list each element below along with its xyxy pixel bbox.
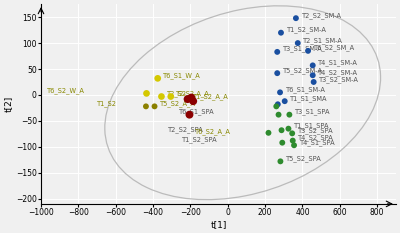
Point <box>278 31 284 34</box>
Text: T3_S2_SPA: T3_S2_SPA <box>298 127 333 134</box>
Text: T4_S2_SM-A: T4_S2_SM-A <box>318 69 358 76</box>
Point <box>143 104 149 108</box>
Text: T6_S2_A_A: T6_S2_A_A <box>195 128 231 135</box>
Point <box>273 104 280 108</box>
Text: T1_S1_SPA: T1_S1_SPA <box>294 123 330 129</box>
Text: T6_S2_SM_A: T6_S2_SM_A <box>314 45 355 51</box>
Text: T6_S2_W_A: T6_S2_W_A <box>46 87 84 94</box>
X-axis label: t[1]: t[1] <box>210 220 226 229</box>
Text: T5_S2_A_A: T5_S2_A_A <box>160 100 196 107</box>
Point <box>291 143 297 147</box>
Y-axis label: t[2]: t[2] <box>4 96 13 112</box>
Text: T3_S1_SM-A: T3_S1_SM-A <box>283 46 322 52</box>
Point <box>294 41 301 45</box>
Point <box>154 76 161 80</box>
Text: T2_S2: T2_S2 <box>167 90 187 97</box>
Point <box>158 95 165 98</box>
Point <box>265 131 272 135</box>
Point <box>289 131 295 135</box>
Text: T6_S1_SM-A: T6_S1_SM-A <box>286 86 326 93</box>
Point <box>184 97 191 101</box>
Point <box>186 113 193 116</box>
Text: T2_S1_SM-A: T2_S1_SM-A <box>303 37 343 44</box>
Point <box>274 50 280 54</box>
Point <box>277 90 283 94</box>
Text: T3_S1_SPA: T3_S1_SPA <box>295 109 330 115</box>
Point <box>293 16 299 20</box>
Text: T1_S1_SMA: T1_S1_SMA <box>290 95 328 102</box>
Point <box>282 99 288 103</box>
Point <box>188 96 194 99</box>
Text: T5_S2_SPA: T5_S2_SPA <box>286 155 322 162</box>
Text: T1_S2: T1_S2 <box>97 100 117 107</box>
Point <box>310 73 316 77</box>
Text: T1_S2_SM-A: T1_S2_SM-A <box>286 27 326 33</box>
Text: T1_S2_A_A: T1_S2_A_A <box>193 93 229 100</box>
Point <box>275 113 282 116</box>
Point <box>286 113 292 116</box>
Point <box>190 99 196 103</box>
Text: T4_S1_SM-A: T4_S1_SM-A <box>318 59 358 66</box>
Text: T3_S2_SM-A: T3_S2_SM-A <box>319 76 359 82</box>
Text: T6_S1_W_A: T6_S1_W_A <box>163 72 201 79</box>
Point <box>279 141 286 144</box>
Point <box>277 159 284 163</box>
Point <box>151 104 158 108</box>
Text: T2-S2-A_A: T2-S2-A_A <box>176 90 210 97</box>
Text: T6_S1_SPA: T6_S1_SPA <box>178 109 214 115</box>
Point <box>310 64 316 67</box>
Point <box>278 128 285 132</box>
Point <box>305 49 311 53</box>
Point <box>143 92 150 95</box>
Text: T4_S1_SPA: T4_S1_SPA <box>300 139 335 146</box>
Text: T5_S2_SM-A: T5_S2_SM-A <box>283 67 323 74</box>
Point <box>274 71 280 75</box>
Text: T2_S2_SPA: T2_S2_SPA <box>168 127 204 134</box>
Point <box>285 127 292 130</box>
Point <box>168 95 174 98</box>
Point <box>274 103 281 106</box>
Point <box>290 139 296 142</box>
Text: T1_S2_SPA: T1_S2_SPA <box>182 137 218 143</box>
Text: T4_S2_SPA: T4_S2_SPA <box>298 134 334 141</box>
Point <box>310 80 317 84</box>
Text: T2_S2_SM-A: T2_S2_SM-A <box>302 12 342 19</box>
